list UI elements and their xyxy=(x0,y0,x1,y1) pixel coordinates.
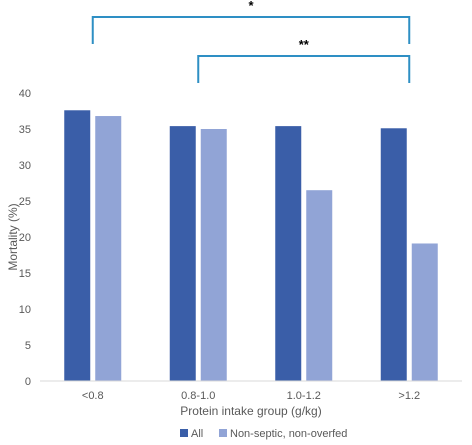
x-axis-title: Protein intake group (g/kg) xyxy=(180,404,321,418)
bar-non-septic-0 xyxy=(95,116,122,381)
bar-all-0 xyxy=(64,110,91,381)
y-tick-label: 40 xyxy=(19,88,31,100)
significance-label: ** xyxy=(299,37,310,52)
bar-all-2 xyxy=(275,126,302,382)
x-axis-ticks: <0.8 0.8-1.0 1.0-1.2 >1.2 xyxy=(82,390,420,402)
x-tick-label: >1.2 xyxy=(398,390,420,402)
y-tick-label: 30 xyxy=(19,160,31,172)
legend: All Non-septic, non-overfed xyxy=(180,428,347,440)
bar-all-1 xyxy=(169,126,196,382)
bar-non-septic-2 xyxy=(306,190,333,381)
y-axis-title: Mortality (%) xyxy=(6,203,20,270)
significance-bracket xyxy=(197,55,411,83)
bars xyxy=(64,110,438,382)
legend-label: Non-septic, non-overfed xyxy=(230,428,347,440)
bar-all-3 xyxy=(380,128,407,381)
y-tick-label: 25 xyxy=(19,196,31,208)
y-tick-label: 20 xyxy=(19,232,31,244)
legend-swatch xyxy=(219,429,227,437)
significance-brackets: *** xyxy=(91,0,411,83)
bar-non-septic-3 xyxy=(411,243,438,381)
x-tick-label: 0.8-1.0 xyxy=(181,390,215,402)
bar-non-septic-1 xyxy=(200,129,227,381)
y-tick-label: 5 xyxy=(25,340,31,352)
y-axis-ticks: 0 5 10 15 20 25 30 35 40 xyxy=(19,88,31,388)
x-tick-label: <0.8 xyxy=(82,390,104,402)
y-tick-label: 0 xyxy=(25,376,31,388)
significance-bracket xyxy=(91,16,411,44)
y-tick-label: 15 xyxy=(19,268,31,280)
legend-label: All xyxy=(191,428,203,440)
legend-swatch xyxy=(180,429,188,437)
y-tick-label: 10 xyxy=(19,304,31,316)
x-tick-label: 1.0-1.2 xyxy=(287,390,321,402)
significance-label: * xyxy=(248,0,254,13)
y-tick-label: 35 xyxy=(19,124,31,136)
